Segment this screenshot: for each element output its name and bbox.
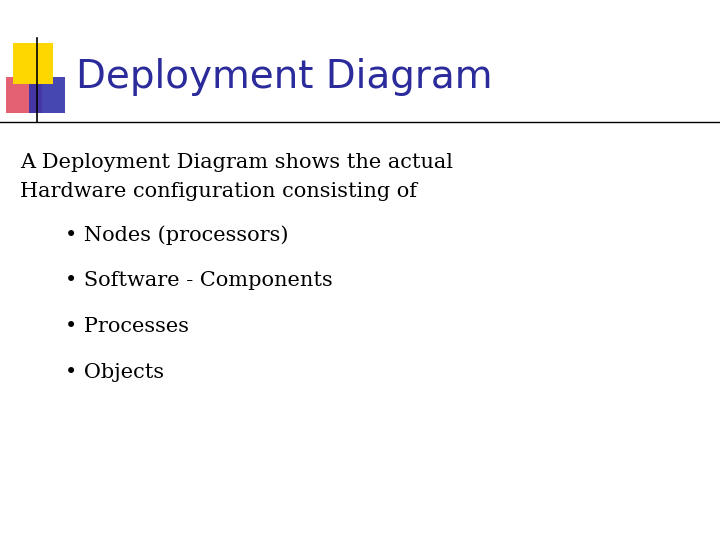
Text: Deployment Diagram: Deployment Diagram bbox=[76, 58, 492, 96]
Bar bbox=[13, 43, 53, 84]
Text: • Software - Components: • Software - Components bbox=[65, 271, 333, 291]
Text: A Deployment Diagram shows the actual: A Deployment Diagram shows the actual bbox=[20, 152, 453, 172]
Text: • Processes: • Processes bbox=[65, 317, 189, 336]
Text: • Nodes (processors): • Nodes (processors) bbox=[65, 225, 288, 245]
Text: • Objects: • Objects bbox=[65, 363, 164, 382]
Bar bbox=[6, 77, 42, 113]
Bar bbox=[29, 77, 65, 113]
Text: Hardware configuration consisting of: Hardware configuration consisting of bbox=[20, 182, 417, 201]
